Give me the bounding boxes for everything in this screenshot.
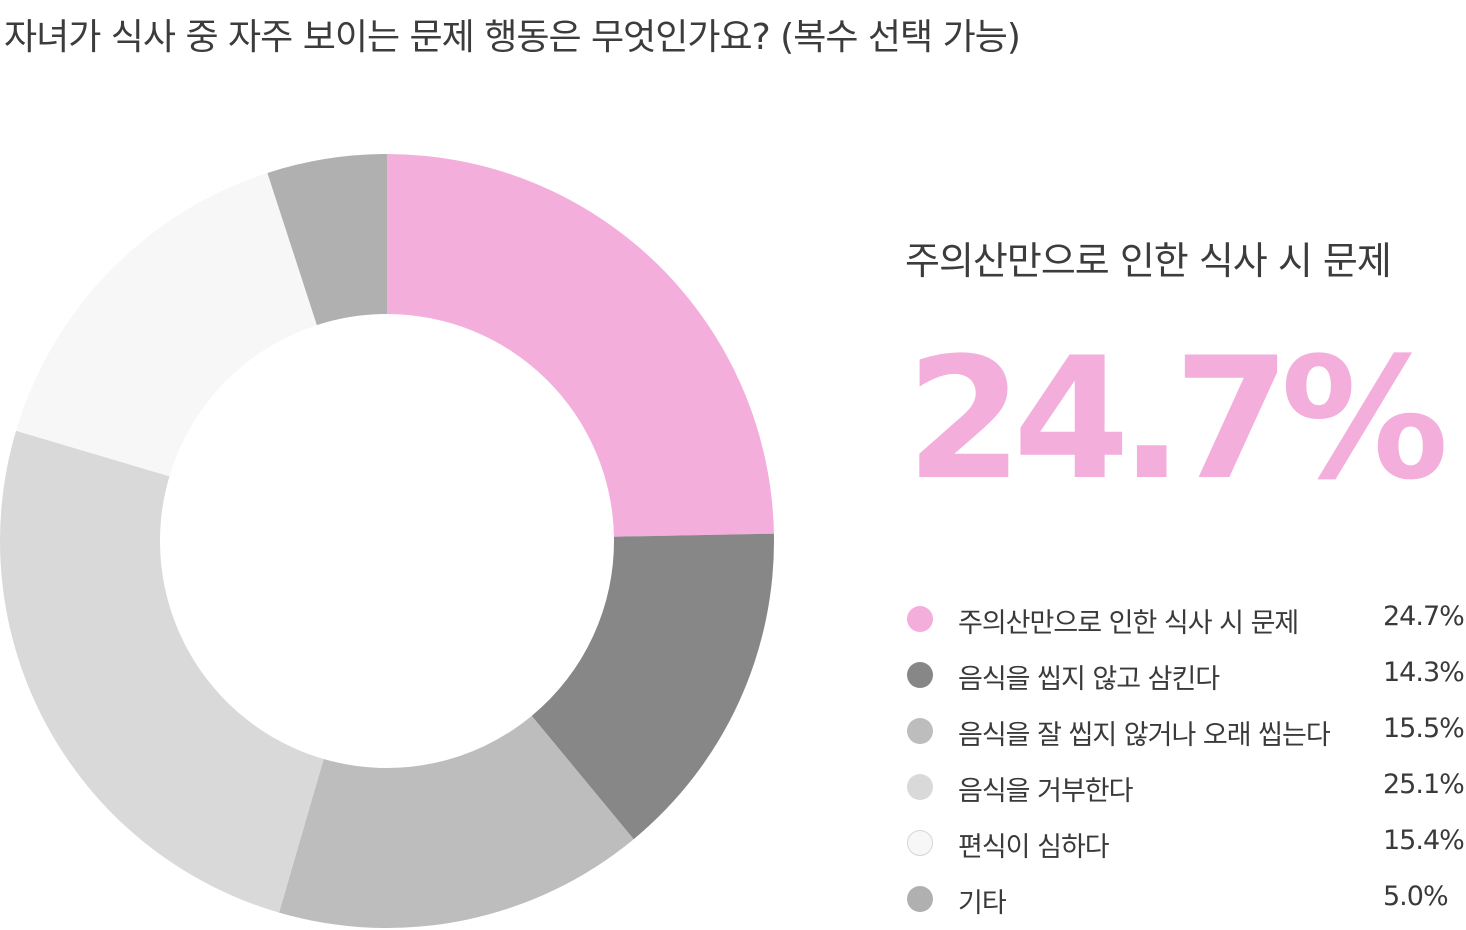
legend-label: 주의산만으로 인한 식사 시 문제: [958, 608, 1299, 639]
chart-title: 자녀가 식사 중 자주 보이는 문제 행동은 무엇인가요? (복수 선택 가능): [4, 17, 1021, 58]
legend-label: 음식을 거부한다: [958, 776, 1133, 807]
donut-slice-5: [16, 172, 317, 477]
legend-swatch: [907, 718, 933, 744]
donut-chart: [0, 154, 774, 928]
legend-value: 25.1%: [1383, 769, 1465, 800]
legend-label: 편식이 심하다: [958, 832, 1110, 863]
legend-label: 음식을 씹지 않고 삼킨다: [958, 664, 1220, 695]
legend-value: 5.0%: [1383, 881, 1449, 912]
legend-value: 15.4%: [1383, 825, 1465, 856]
legend-value: 14.3%: [1383, 657, 1465, 688]
legend-swatch: [907, 774, 933, 800]
legend-swatch: [907, 662, 933, 688]
legend-item: 기타 5.0%: [905, 874, 1466, 930]
legend-swatch: [907, 830, 933, 856]
legend-item: 음식을 거부한다 25.1%: [905, 762, 1466, 818]
donut-slice-2: [531, 533, 774, 840]
legend-swatch: [907, 606, 933, 632]
legend-swatch: [907, 886, 933, 912]
legend-item: 음식을 씹지 않고 삼킨다 14.3%: [905, 650, 1466, 706]
donut-slice-1: [387, 154, 774, 537]
donut-slice-3: [279, 715, 634, 928]
legend-item: 편식이 심하다 15.4%: [905, 818, 1466, 874]
legend-label: 기타: [958, 888, 1007, 919]
donut-slice-4: [0, 430, 324, 913]
legend-item: 음식을 잘 씹지 않거나 오래 씹는다 15.5%: [905, 706, 1466, 762]
legend-value: 24.7%: [1383, 601, 1465, 632]
highlight-label: 주의산만으로 인한 식사 시 문제: [905, 239, 1392, 283]
legend-value: 15.5%: [1383, 713, 1465, 744]
legend-label: 음식을 잘 씹지 않거나 오래 씹는다: [958, 720, 1331, 751]
donut-slice-6: [267, 154, 387, 326]
legend: 주의산만으로 인한 식사 시 문제 24.7% 음식을 씹지 않고 삼킨다 14.3%…: [905, 594, 1466, 930]
legend-item: 주의산만으로 인한 식사 시 문제 24.7%: [905, 594, 1466, 650]
highlight-value: 24.7%: [906, 321, 1449, 517]
